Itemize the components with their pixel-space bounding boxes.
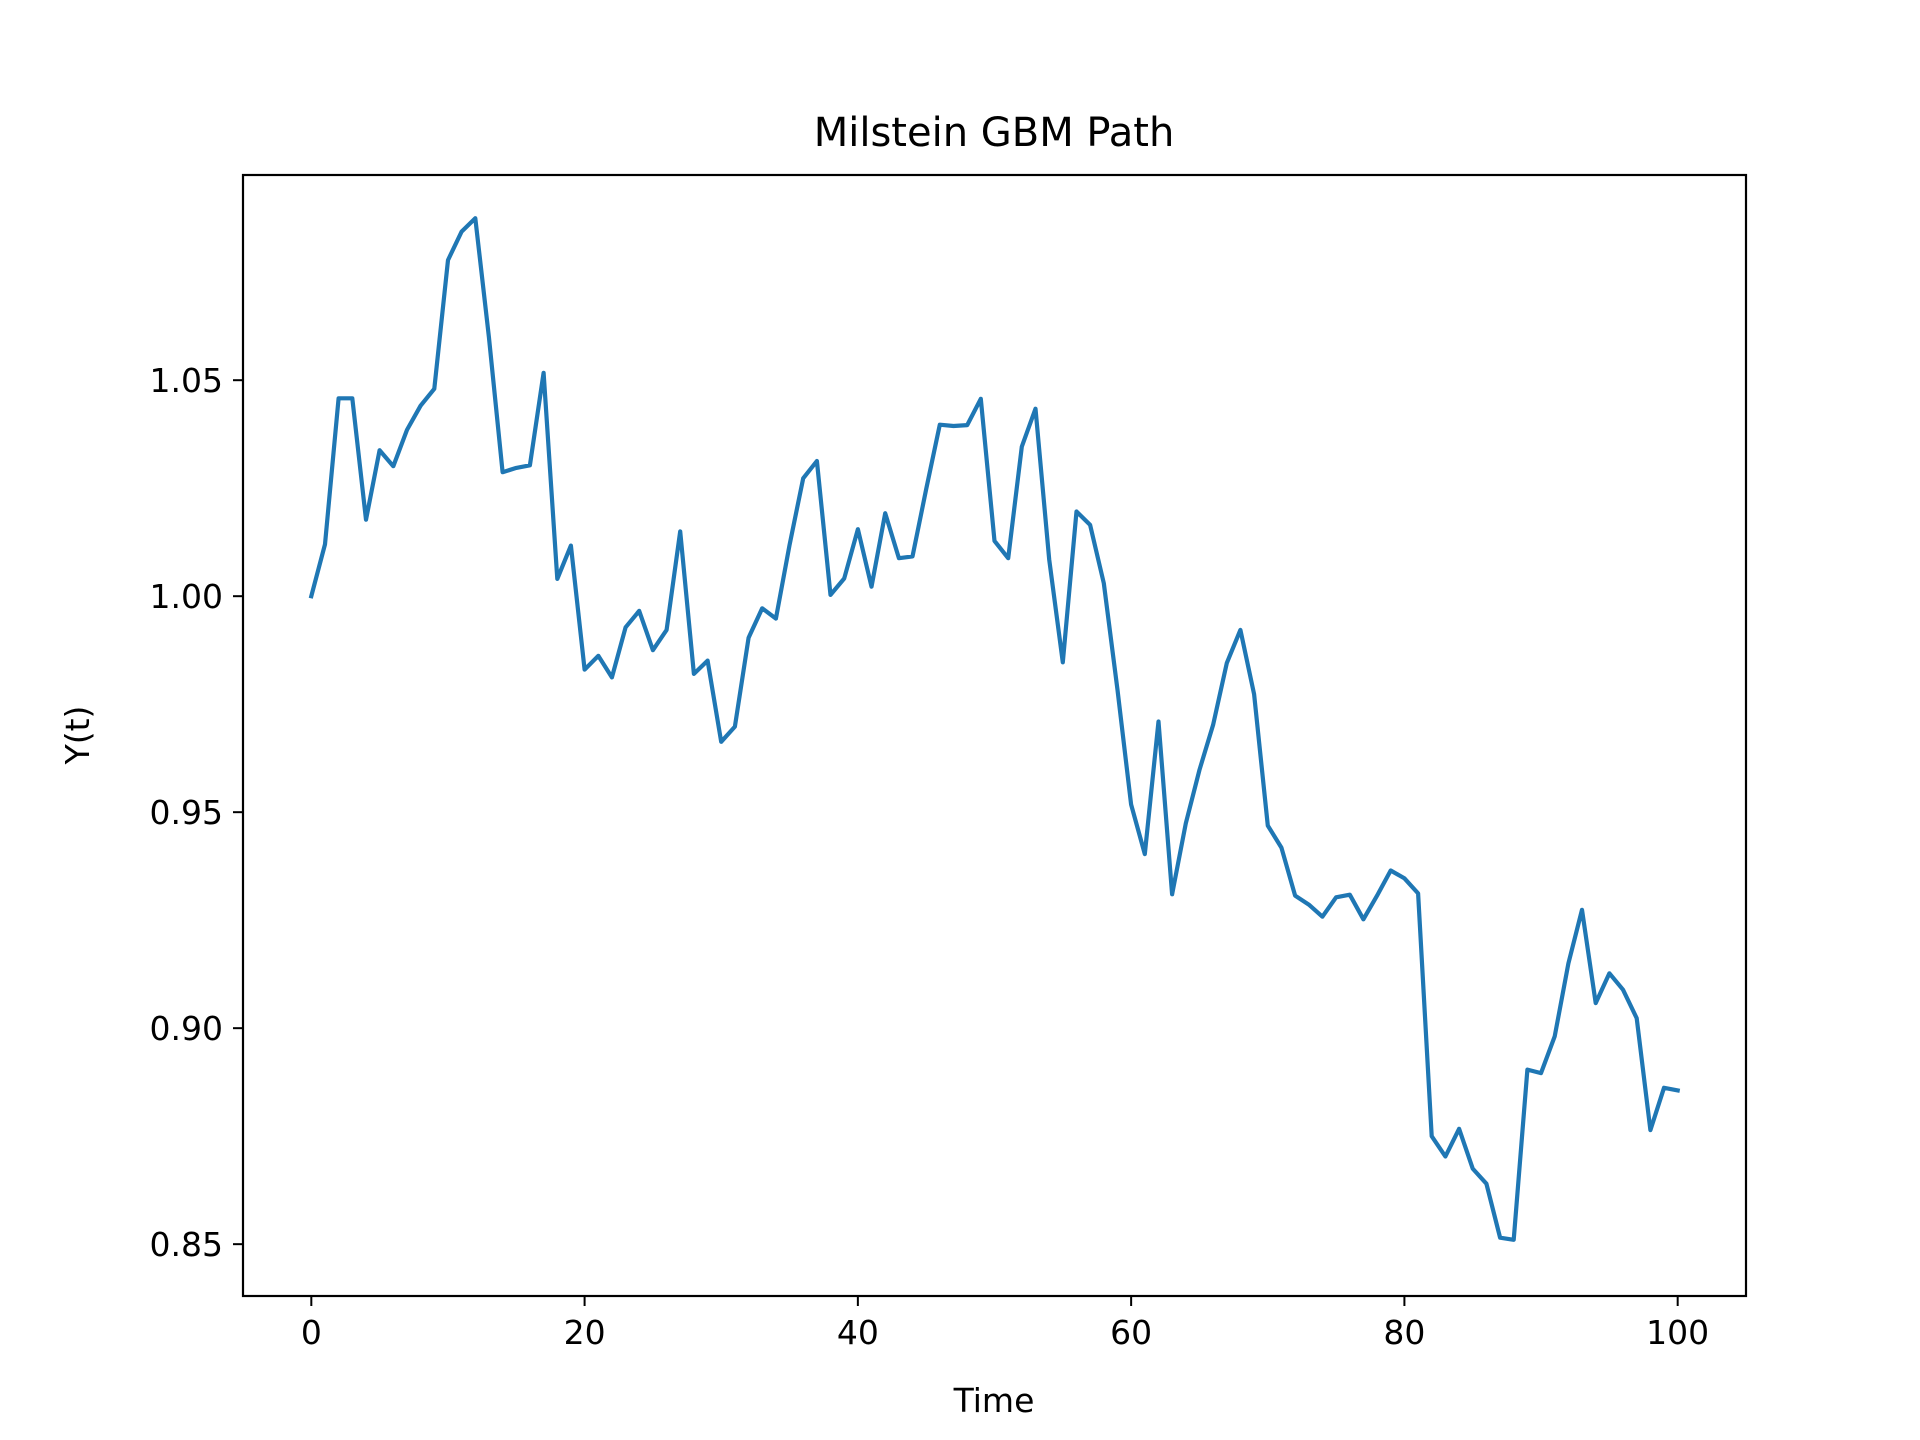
axes-frame	[241, 173, 1748, 1298]
series-line	[308, 216, 1681, 1242]
y-tick-label: 0.95	[150, 793, 223, 832]
x-tick-label: 100	[1646, 1313, 1709, 1352]
y-tick-label: 1.05	[150, 361, 223, 400]
x-tick-label: 20	[564, 1313, 606, 1352]
y-axis-label: Y(t)	[58, 706, 97, 766]
y-tick-label: 0.85	[150, 1225, 223, 1264]
chart-title: Milstein GBM Path	[814, 110, 1175, 156]
x-tick-label: 40	[837, 1313, 879, 1352]
y-axis: 0.85 0.90 0.95 1.00 1.05	[150, 361, 243, 1264]
x-axis-label: Time	[953, 1381, 1035, 1420]
x-tick-label: 80	[1383, 1313, 1425, 1352]
plot-area	[308, 216, 1681, 1242]
y-tick-label: 1.00	[150, 577, 223, 616]
x-tick-label: 0	[301, 1313, 322, 1352]
y-tick-label: 0.90	[150, 1009, 223, 1048]
x-tick-label: 60	[1110, 1313, 1152, 1352]
x-axis: 0 20 40 60 80 100	[301, 1296, 1709, 1352]
